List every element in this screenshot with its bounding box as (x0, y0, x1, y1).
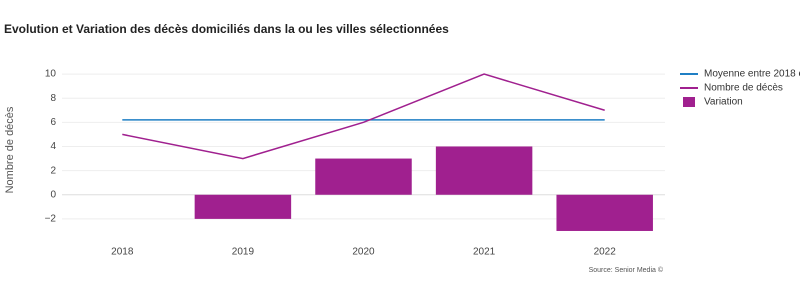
x-tick-label: 2021 (473, 247, 496, 258)
bar (315, 158, 412, 195)
y-tick-label: 10 (45, 69, 57, 80)
x-tick-label: 2018 (111, 247, 134, 258)
y-tick-label: 4 (50, 141, 56, 152)
source: Source: Senior Media © (589, 266, 664, 274)
legend-label: Moyenne entre 2018 et 2022 (704, 69, 800, 80)
x-tick-label: 2019 (232, 247, 255, 258)
y-tick-label: 2 (50, 165, 56, 176)
bar (556, 194, 653, 231)
y-tick-label: 6 (50, 117, 56, 128)
x-tick-label: 2020 (352, 247, 375, 258)
line (122, 73, 605, 160)
legend-swatch (683, 97, 695, 107)
y-tick-label: 0 (50, 189, 56, 200)
legend-label: Nombre de décès (704, 83, 783, 94)
legend-label: Variation (704, 97, 743, 108)
x-tick-label: 2022 (594, 247, 617, 258)
y-tick-label: 8 (50, 93, 56, 104)
y-tick-label: −2 (45, 214, 57, 225)
chart-title: Evolution et Variation des décès domicil… (4, 22, 449, 36)
bar (194, 194, 292, 219)
y-axis-title: Nombre de décès (4, 106, 16, 193)
bar (435, 146, 533, 195)
